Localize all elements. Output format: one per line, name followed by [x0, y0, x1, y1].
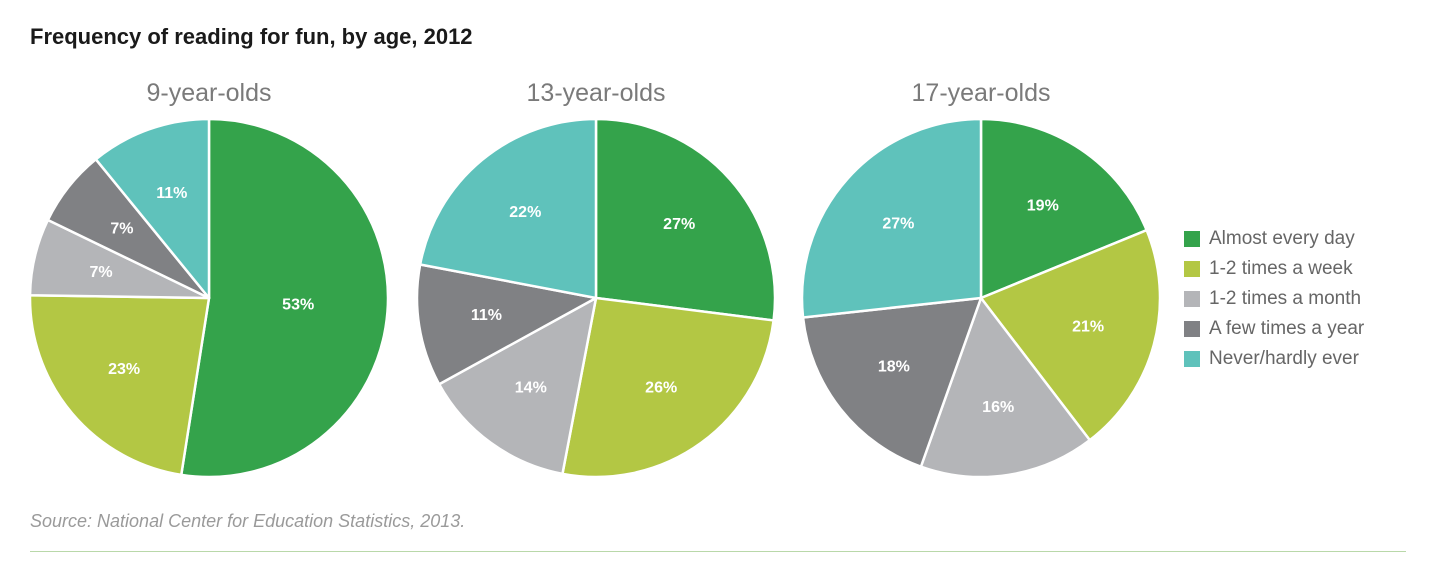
legend-label: 1-2 times a week	[1209, 258, 1353, 279]
pie-slice-1-2-times-a-month	[919, 296, 1092, 479]
legend-item-1-2-times-a-month: 1-2 times a month	[1184, 284, 1364, 314]
chart-title: Frequency of reading for fun, by age, 20…	[30, 24, 473, 49]
pie-slice-a-few-times-a-year	[801, 296, 983, 468]
legend-label: 1-2 times a month	[1209, 288, 1362, 309]
slice-label: 11%	[471, 307, 502, 324]
legend-label: A few times a year	[1209, 318, 1365, 339]
legend-item-never-hardly-ever: Never/hardly ever	[1184, 344, 1364, 374]
slice-label: 7%	[110, 221, 133, 238]
legend-item-almost-every-day: Almost every day	[1184, 224, 1364, 254]
pie-slice-never-hardly-ever	[418, 117, 598, 300]
slice-label: 27%	[882, 215, 914, 232]
pie-slice-1-2-times-a-week	[28, 293, 211, 477]
pie-subtitle: 9-year-olds	[146, 79, 271, 107]
pie-slice-never-hardly-ever	[800, 117, 983, 319]
pie-17-year-olds: 17-year-olds 19% 21% 16% 18% 27%	[800, 79, 1162, 479]
pie-slice-never-hardly-ever	[94, 117, 211, 300]
pie-slice-almost-every-day	[979, 117, 1148, 300]
slice-label: 27%	[663, 216, 695, 233]
legend-item-a-few-times-a-year: A few times a year	[1184, 314, 1364, 344]
slice-label: 26%	[645, 379, 677, 396]
pie-slice-1-2-times-a-month	[437, 296, 598, 476]
pie-slice-a-few-times-a-year	[415, 263, 598, 386]
slice-label: 16%	[982, 399, 1014, 416]
legend-swatch	[1184, 291, 1200, 307]
pie-slice-1-2-times-a-week	[979, 228, 1162, 442]
pie-13-year-olds: 13-year-olds 27% 26% 14% 11% 22%	[415, 79, 777, 479]
slice-label: 22%	[509, 204, 541, 221]
slice-label: 53%	[282, 297, 314, 314]
pie-subtitle: 13-year-olds	[527, 79, 666, 107]
legend-swatch	[1184, 231, 1200, 247]
legend-swatch	[1184, 261, 1200, 277]
slice-label: 23%	[108, 361, 140, 378]
slice-label: 18%	[878, 358, 910, 375]
slice-label: 11%	[156, 185, 187, 202]
legend-swatch	[1184, 351, 1200, 367]
bottom-rule	[30, 551, 1406, 552]
legend: Almost every day 1-2 times a week 1-2 ti…	[1184, 224, 1364, 374]
slice-label: 7%	[89, 264, 112, 281]
pie-9-year-olds: 9-year-olds 53% 23% 7% 7% 11%	[28, 79, 390, 479]
slice-label: 21%	[1072, 319, 1104, 336]
source-note: Source: National Center for Education St…	[30, 511, 466, 531]
legend-label: Almost every day	[1209, 228, 1355, 249]
slice-label: 14%	[515, 379, 547, 396]
slice-label: 19%	[1027, 197, 1059, 214]
pie-slice-1-2-times-a-week	[561, 296, 775, 479]
pie-subtitle: 17-year-olds	[912, 79, 1051, 107]
pie-slice-almost-every-day	[594, 117, 777, 322]
legend-item-1-2-times-a-week: 1-2 times a week	[1184, 254, 1364, 284]
legend-label: Never/hardly ever	[1209, 348, 1359, 369]
legend-swatch	[1184, 321, 1200, 337]
pie-slice-almost-every-day	[180, 117, 390, 479]
